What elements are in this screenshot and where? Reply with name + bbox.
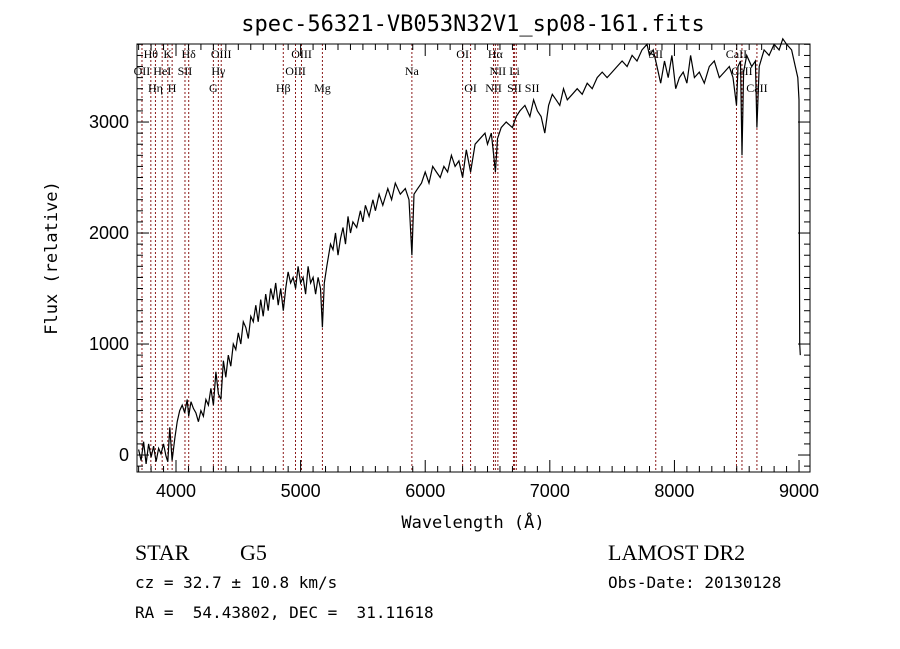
- spectrum-series: [138, 37, 801, 464]
- obs-date: Obs-Date: 20130128: [608, 573, 782, 592]
- line-label: OIII: [285, 64, 306, 78]
- x-tick-label: 4000: [156, 481, 196, 501]
- x-tick-label: 7000: [530, 481, 570, 501]
- y-axis-label: Flux (relative): [42, 181, 62, 335]
- line-label: NII: [490, 64, 507, 78]
- line-label: SII: [178, 64, 193, 78]
- emission-line-markers: [141, 44, 758, 472]
- x-tick-label: 9000: [779, 481, 819, 501]
- x-tick-label: 6000: [405, 481, 445, 501]
- line-label: CaII: [731, 64, 752, 78]
- line-label: OIII: [291, 47, 312, 61]
- chart-title: spec-56321-VB053N32V1_sp08-161.fits: [241, 12, 705, 37]
- line-label: OIII: [211, 47, 232, 61]
- line-label: Hα: [488, 47, 504, 61]
- line-label: SII: [507, 81, 522, 95]
- line-label: H: [168, 81, 177, 95]
- x-tick-label: 5000: [281, 481, 321, 501]
- object-class: STAR: [135, 540, 190, 565]
- line-label: NII: [485, 81, 502, 95]
- line-label: Li: [509, 64, 520, 78]
- line-label: Mg: [314, 81, 331, 95]
- line-label: Hδ: [182, 47, 197, 61]
- axes: 4000 5000 6000 7000 8000 9000 0 1000 2000 3000: [89, 43, 819, 501]
- spectrum-line: [138, 37, 801, 464]
- emission-line-labels: Hθ K Hδ OIII OIII OI Hα SII CaII OII HeI SII Hγ OIII N…: [134, 47, 768, 95]
- line-label: SII: [525, 81, 540, 95]
- y-tick-label: 0: [119, 445, 129, 465]
- line-label: Na: [405, 64, 420, 78]
- line-label: OI: [456, 47, 469, 61]
- line-label: OI: [464, 81, 477, 95]
- object-subclass: G5: [240, 540, 267, 565]
- line-label: G: [209, 81, 218, 95]
- line-label: HeI: [153, 64, 171, 78]
- line-label: K: [163, 47, 172, 61]
- redshift-text: cz = 32.7 ± 10.8 km/s: [135, 573, 338, 592]
- survey-name: LAMOST DR2: [608, 540, 746, 565]
- y-tick-label: 3000: [89, 112, 129, 132]
- plot-frame: [136, 43, 811, 473]
- x-tick-label: 8000: [654, 481, 694, 501]
- line-label: Hγ: [211, 64, 226, 78]
- line-label: CaII: [726, 47, 747, 61]
- line-label: CaII: [746, 81, 767, 95]
- line-label: Hβ: [276, 81, 291, 95]
- line-label: OII: [134, 64, 151, 78]
- coordinates: RA = 54.43802, DEC = 31.11618: [135, 603, 434, 622]
- y-tick-label: 1000: [89, 334, 129, 354]
- line-label: Hθ: [144, 47, 159, 61]
- x-axis-label: Wavelength (Å): [401, 511, 544, 533]
- line-label: SII: [648, 47, 663, 61]
- y-tick-label: 2000: [89, 223, 129, 243]
- line-label: Hη: [148, 81, 163, 95]
